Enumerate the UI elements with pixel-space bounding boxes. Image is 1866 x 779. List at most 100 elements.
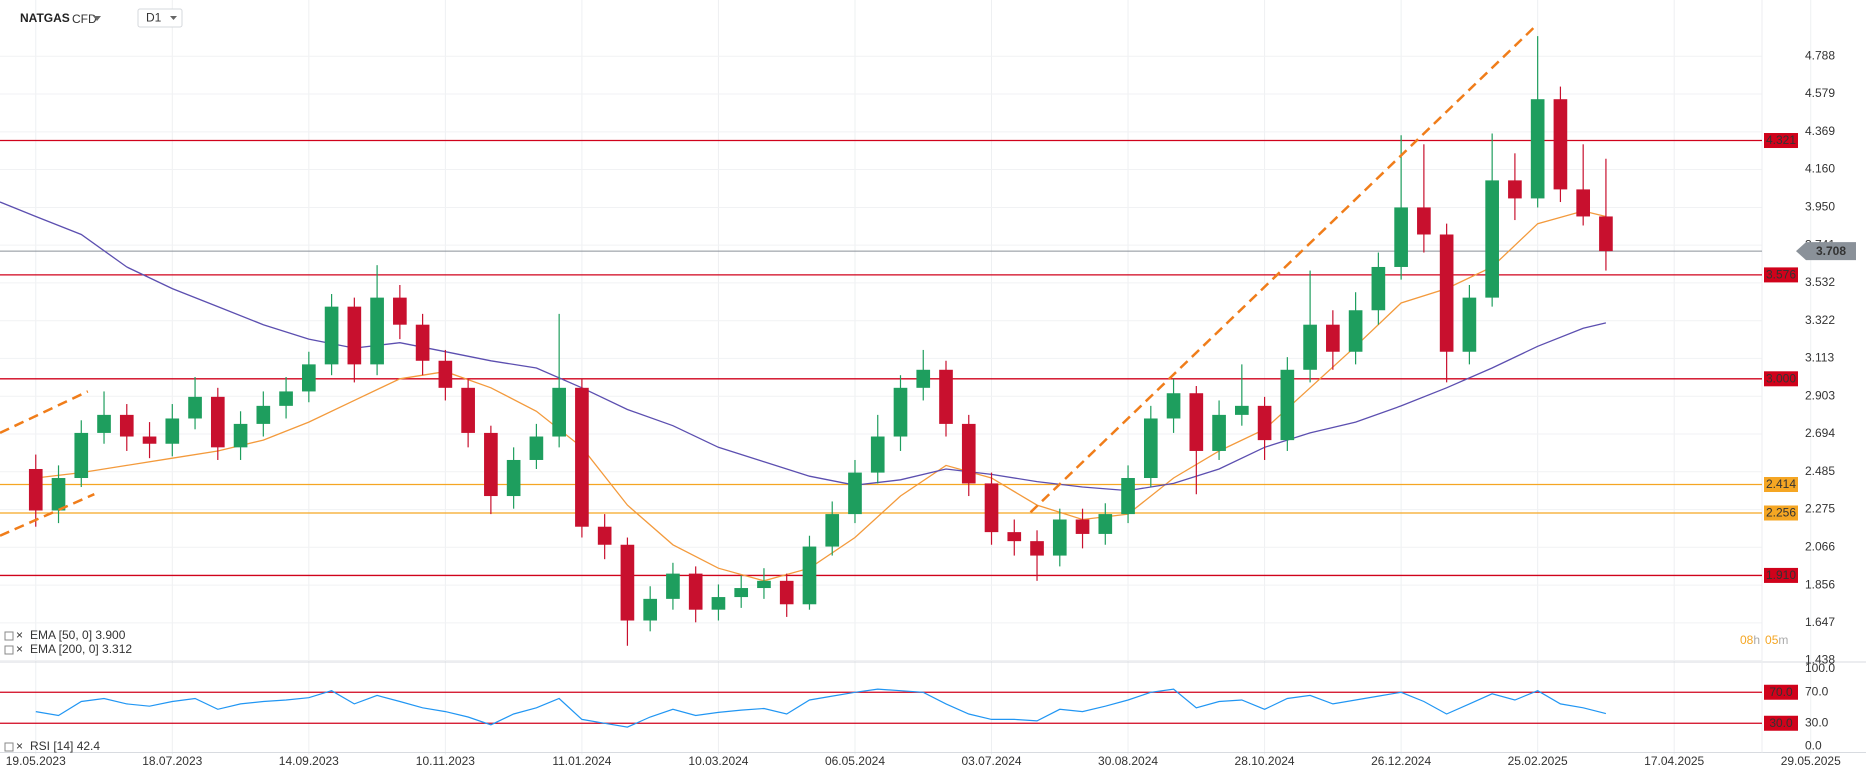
x-tick-label: 10.11.2023 <box>416 754 475 768</box>
candle-body <box>1143 418 1158 479</box>
candle-body <box>279 391 293 406</box>
rsi-level-box <box>1764 715 1798 731</box>
y-tick-label: 2.066 <box>1805 539 1835 553</box>
candle-body <box>1348 310 1363 352</box>
candle-body <box>210 396 225 448</box>
ema-line <box>0 201 1607 492</box>
candle-body <box>1485 180 1499 298</box>
candle-body <box>870 436 885 473</box>
candle-body <box>1508 180 1522 199</box>
legend-close-icon: × <box>16 628 23 642</box>
candle-body <box>1235 405 1249 415</box>
candle-body <box>28 468 43 511</box>
countdown-part: h <box>1753 633 1760 647</box>
candle-body <box>1280 369 1295 441</box>
candle-body <box>1052 519 1067 556</box>
rsi-tick-label: 70.0 <box>1805 684 1829 698</box>
candle-body <box>1439 234 1454 352</box>
candle-body <box>438 360 453 388</box>
candle-body <box>1257 405 1272 441</box>
candle-body <box>1326 324 1340 352</box>
candle-body <box>506 459 521 497</box>
candle-body <box>119 414 134 437</box>
trendline <box>1029 26 1536 514</box>
candle-body <box>97 414 111 433</box>
candle-body <box>324 306 339 365</box>
candle-body <box>779 580 794 605</box>
candle-body <box>916 369 931 388</box>
y-tick-label: 4.369 <box>1805 124 1835 138</box>
candle-body <box>848 472 862 515</box>
y-tick-label: 3.322 <box>1805 313 1835 327</box>
candle-body <box>552 387 566 437</box>
level-label-box <box>1764 567 1798 583</box>
countdown-part: m <box>1778 633 1788 647</box>
candle-body <box>1098 514 1113 534</box>
level-label-box <box>1764 477 1798 493</box>
rsi-tick-label: 30.0 <box>1805 715 1829 729</box>
symbol-dropdown[interactable] <box>93 16 101 21</box>
level-label: 2.414 <box>1766 477 1796 491</box>
y-tick-label: 4.788 <box>1805 48 1835 62</box>
candle-body <box>302 364 316 392</box>
candle-body <box>643 598 658 621</box>
candle-body <box>1007 532 1022 542</box>
rsi-level-label: 30.0 <box>1769 716 1793 730</box>
candle-body <box>1576 189 1591 217</box>
candle-body <box>1189 393 1204 451</box>
x-tick-label: 14.09.2023 <box>279 754 339 768</box>
rsi-level-label: 70.0 <box>1769 685 1793 699</box>
candle-body <box>1030 541 1044 556</box>
candle-body <box>393 297 407 325</box>
candle-body <box>1121 478 1135 515</box>
y-tick-label: 1.647 <box>1805 615 1835 629</box>
candle-body <box>597 526 612 545</box>
candle-body <box>893 387 908 437</box>
candle-body <box>142 436 157 444</box>
indicator-legend: EMA [50, 0] 3.900 <box>30 628 126 642</box>
countdown-part: 08 <box>1740 633 1754 647</box>
y-tick-label: 3.950 <box>1805 200 1835 214</box>
x-tick-label: 06.05.2024 <box>825 754 885 768</box>
candle-body <box>734 588 749 598</box>
candle-body <box>233 423 248 448</box>
level-label: 3.576 <box>1766 268 1796 282</box>
legend-icon <box>4 631 14 641</box>
x-tick-label: 10.03.2024 <box>688 754 748 768</box>
x-tick-label: 29.05.2025 <box>1781 754 1841 768</box>
candle-body <box>370 297 384 365</box>
level-label-box <box>1764 505 1798 521</box>
current-price-label: 3.708 <box>1816 244 1846 258</box>
level-label-box <box>1764 133 1798 149</box>
candle-body <box>256 405 271 424</box>
candle-body <box>711 597 726 610</box>
candle-body <box>1394 207 1408 267</box>
y-tick-label: 2.694 <box>1805 426 1835 440</box>
y-tick-label: 1.438 <box>1805 653 1835 667</box>
trendline <box>0 390 89 435</box>
y-tick-label: 3.532 <box>1805 275 1835 289</box>
x-tick-label: 25.02.2025 <box>1508 754 1568 768</box>
candle-body <box>461 387 475 433</box>
x-tick-label: 18.07.2023 <box>142 754 202 768</box>
candle-body <box>1212 414 1226 451</box>
legend-icon <box>4 645 14 655</box>
rsi-legend: RSI [14] 42.4 <box>30 739 100 753</box>
x-tick-label: 28.10.2024 <box>1235 754 1295 768</box>
rsi-tick-label: 0.0 <box>1805 739 1822 753</box>
y-tick-label: 4.579 <box>1805 86 1835 100</box>
candle-body <box>984 483 999 533</box>
countdown-part: 05 <box>1765 633 1779 647</box>
interval-select[interactable] <box>137 8 183 28</box>
y-tick-label: 2.275 <box>1805 502 1835 516</box>
trendline <box>0 493 95 537</box>
y-tick-label: 3.113 <box>1805 351 1834 365</box>
level-label: 3.000 <box>1766 371 1796 385</box>
rsi-level-box <box>1764 684 1798 700</box>
current-price-box <box>1796 242 1856 261</box>
candle-body <box>51 478 66 511</box>
interval: D1 <box>146 11 162 25</box>
candle-body <box>961 423 976 484</box>
